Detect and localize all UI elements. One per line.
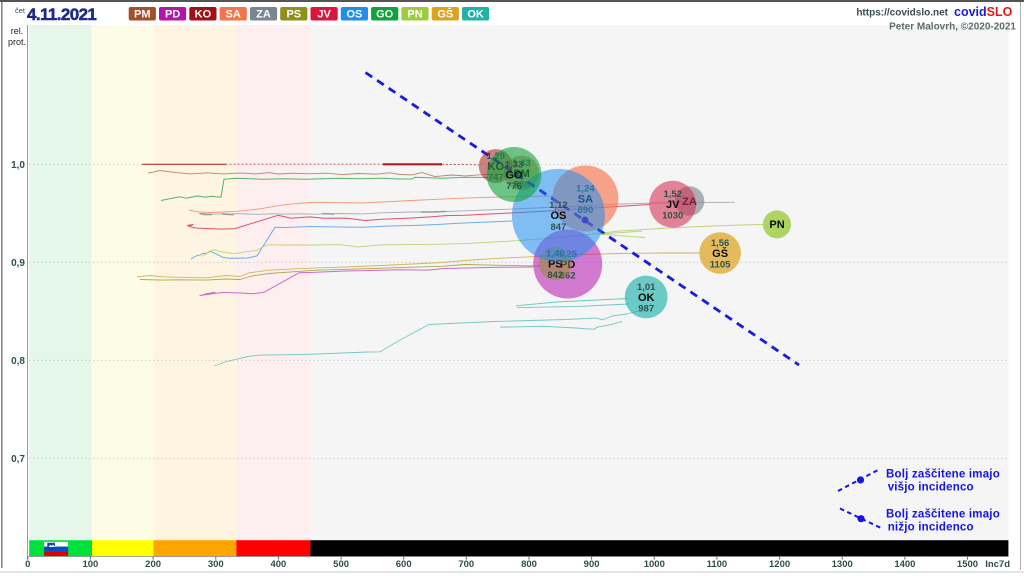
svg-text:847: 847 (550, 222, 566, 233)
svg-text:PN: PN (769, 219, 784, 231)
svg-text:SA: SA (226, 8, 241, 20)
svg-text:Bolj zaščitene imajo: Bolj zaščitene imajo (886, 509, 1000, 521)
svg-text:GŠ: GŠ (437, 7, 453, 20)
svg-text:1500: 1500 (957, 559, 978, 570)
svg-text:400: 400 (270, 559, 286, 570)
svg-text:1400: 1400 (894, 559, 915, 570)
svg-text:600: 600 (396, 559, 412, 570)
svg-text:covidSLO: covidSLO (954, 5, 1013, 19)
svg-text:PM: PM (134, 8, 151, 20)
svg-text:OS: OS (550, 210, 566, 222)
svg-text:PN: PN (407, 8, 422, 20)
svg-text:800: 800 (521, 559, 537, 570)
svg-text:1000: 1000 (644, 559, 665, 570)
svg-text:1105: 1105 (710, 260, 731, 271)
svg-text:1030: 1030 (662, 211, 683, 222)
svg-text:200: 200 (145, 559, 161, 570)
svg-text:987: 987 (638, 304, 654, 315)
svg-text:https://covidslo.net: https://covidslo.net (856, 8, 948, 19)
svg-text:300: 300 (208, 559, 224, 570)
svg-text:1200: 1200 (769, 559, 790, 570)
svg-text:Bolj zaščitene imajo: Bolj zaščitene imajo (886, 469, 1000, 481)
svg-text:1,12: 1,12 (549, 200, 568, 211)
svg-text:1,52: 1,52 (663, 189, 682, 200)
svg-text:842: 842 (547, 270, 563, 281)
svg-text:OK: OK (638, 292, 655, 304)
svg-text:čet: čet (15, 6, 26, 15)
svg-text:1,56: 1,56 (711, 238, 730, 249)
svg-text:JV: JV (317, 8, 331, 20)
svg-text:0,7: 0,7 (11, 454, 25, 465)
svg-text:višjo incidenco: višjo incidenco (888, 482, 974, 494)
svg-text:700: 700 (458, 559, 474, 570)
svg-text:776: 776 (506, 181, 522, 192)
svg-text:900: 900 (584, 559, 600, 570)
svg-text:nižjo incidenco: nižjo incidenco (888, 522, 974, 534)
svg-text:1100: 1100 (707, 559, 728, 570)
svg-text:Peter Malovrh, ©2020-2021: Peter Malovrh, ©2020-2021 (889, 22, 1016, 33)
svg-text:PD: PD (165, 8, 180, 20)
svg-text:KO: KO (195, 8, 212, 20)
svg-text:JV: JV (666, 199, 680, 211)
svg-text:0,9: 0,9 (11, 258, 25, 269)
svg-text:GŠ: GŠ (712, 247, 728, 260)
svg-text:prot.: prot. (8, 37, 26, 47)
svg-text:GO: GO (505, 169, 523, 181)
svg-text:OK: OK (467, 8, 484, 20)
svg-text:0: 0 (25, 559, 30, 570)
svg-text:1,0: 1,0 (11, 160, 25, 171)
svg-text:rel.: rel. (11, 26, 24, 36)
svg-text:ZA: ZA (256, 8, 271, 20)
svg-text:Inc7d: Inc7d (985, 559, 1010, 570)
svg-text:1300: 1300 (832, 559, 853, 570)
svg-text:0,8: 0,8 (11, 356, 25, 367)
svg-text:4.11.2021: 4.11.2021 (27, 5, 96, 24)
svg-text:1,33: 1,33 (505, 159, 524, 170)
svg-text:500: 500 (333, 559, 349, 570)
svg-text:PS: PS (286, 8, 301, 20)
svg-text:1,01: 1,01 (637, 282, 656, 293)
svg-text:OS: OS (346, 8, 362, 20)
svg-text:GO: GO (376, 8, 394, 20)
svg-text:862: 862 (560, 271, 576, 282)
svg-text:100: 100 (82, 559, 98, 570)
